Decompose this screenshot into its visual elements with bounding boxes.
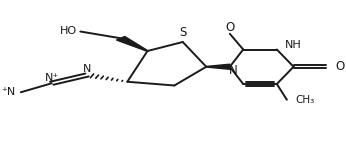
Polygon shape xyxy=(117,36,148,51)
Polygon shape xyxy=(206,64,230,69)
Text: S: S xyxy=(180,27,187,39)
Text: N: N xyxy=(229,64,237,77)
Text: N⁺: N⁺ xyxy=(45,74,59,83)
Text: ⁺N: ⁺N xyxy=(2,87,16,97)
Text: HO: HO xyxy=(60,26,77,36)
Text: NH: NH xyxy=(285,40,302,50)
Text: CH₃: CH₃ xyxy=(295,95,315,105)
Text: O: O xyxy=(225,21,234,34)
Text: O: O xyxy=(335,60,344,73)
Text: N: N xyxy=(83,64,91,74)
